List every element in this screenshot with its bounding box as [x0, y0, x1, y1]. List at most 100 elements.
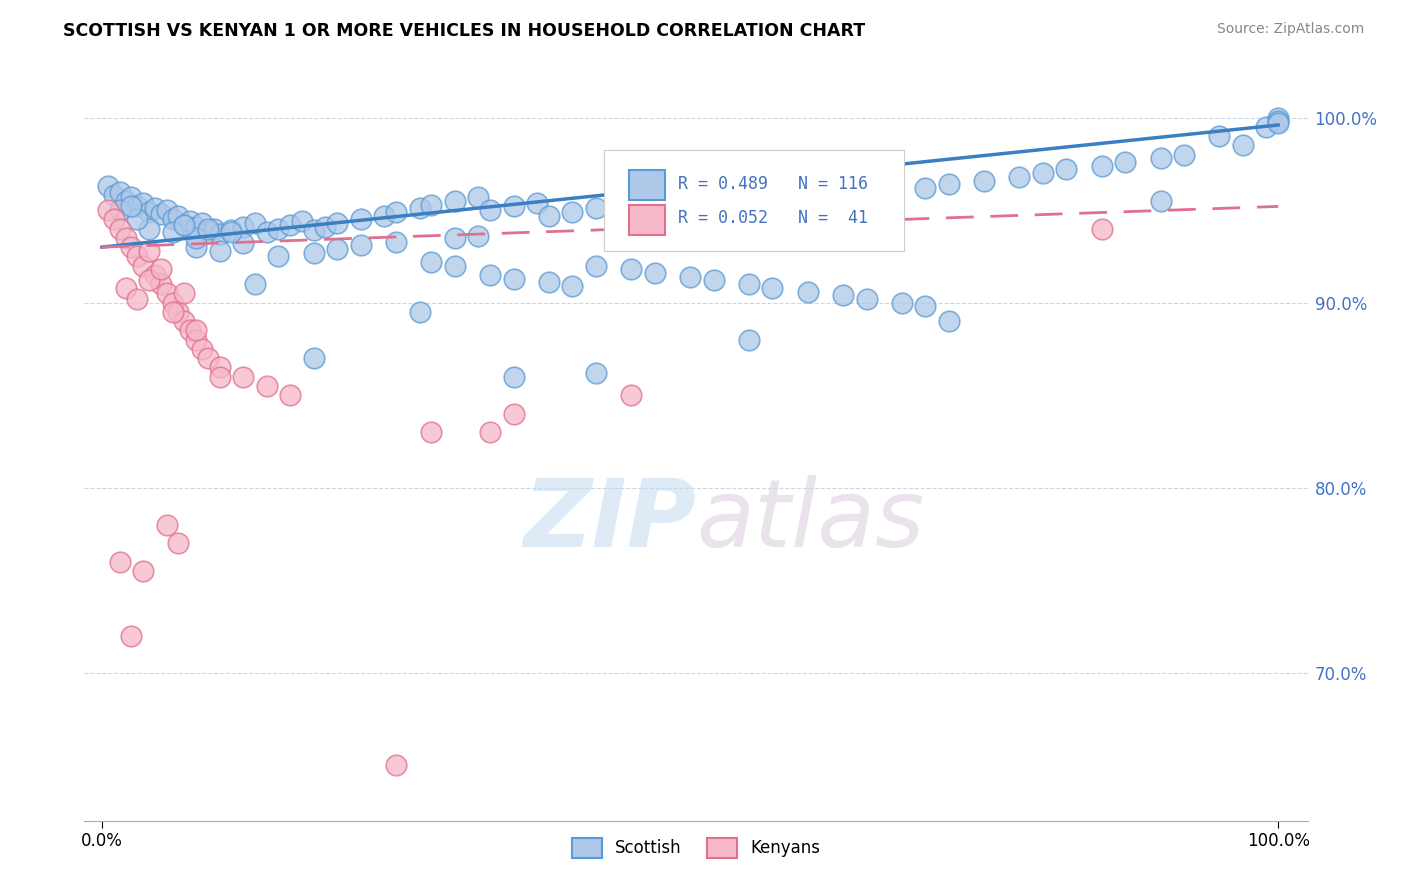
Point [221, 223, 243, 237]
Point [314, 219, 336, 234]
Point [973, 173, 995, 187]
Point [1232, 138, 1254, 153]
Point [120, 190, 142, 204]
Point [890, 295, 912, 310]
Point [120, 199, 142, 213]
Point [167, 209, 190, 223]
Point [738, 179, 761, 194]
Point [420, 197, 443, 211]
Point [703, 183, 725, 197]
Point [855, 292, 877, 306]
Point [796, 171, 818, 186]
Point [167, 305, 190, 319]
Point [97, 179, 120, 194]
Point [1091, 221, 1114, 235]
Point [832, 288, 855, 302]
Point [278, 388, 301, 402]
Point [291, 214, 314, 228]
Point [938, 178, 960, 192]
Point [149, 262, 172, 277]
Point [108, 555, 131, 569]
Point [302, 223, 325, 237]
Point [173, 218, 195, 232]
Point [114, 231, 136, 245]
Point [1208, 129, 1230, 144]
Point [1056, 162, 1078, 177]
Point [420, 425, 443, 439]
Point [127, 212, 149, 227]
Point [537, 209, 560, 223]
FancyBboxPatch shape [628, 205, 665, 235]
Point [326, 242, 349, 256]
Point [197, 221, 219, 235]
Point [561, 205, 583, 219]
Point [796, 285, 818, 299]
Text: SCOTTISH VS KENYAN 1 OR MORE VEHICLES IN HOUSEHOLD CORRELATION CHART: SCOTTISH VS KENYAN 1 OR MORE VEHICLES IN… [63, 22, 866, 40]
Point [585, 201, 607, 215]
Point [127, 249, 149, 263]
Text: atlas: atlas [696, 475, 924, 566]
Point [256, 225, 278, 239]
Point [138, 273, 160, 287]
Point [1091, 159, 1114, 173]
Point [761, 175, 783, 189]
Point [197, 225, 219, 239]
Point [385, 758, 408, 772]
Point [179, 214, 201, 228]
Point [479, 425, 502, 439]
Point [184, 333, 207, 347]
Point [479, 268, 502, 282]
Point [184, 240, 207, 254]
Point [103, 188, 125, 202]
Point [138, 221, 160, 235]
Point [820, 168, 842, 182]
Point [97, 203, 120, 218]
Point [221, 225, 243, 239]
Point [162, 295, 184, 310]
Point [162, 225, 184, 239]
Point [738, 277, 761, 292]
Point [149, 277, 172, 292]
Point [1008, 169, 1031, 184]
Point [408, 201, 430, 215]
Point [703, 273, 725, 287]
Point [267, 249, 290, 263]
Point [585, 259, 607, 273]
Point [267, 221, 290, 235]
Point [502, 407, 524, 421]
Text: R = 0.489   N = 116: R = 0.489 N = 116 [678, 175, 868, 193]
Point [679, 186, 702, 201]
Point [132, 195, 155, 210]
Point [132, 259, 155, 273]
Point [467, 190, 489, 204]
Point [302, 245, 325, 260]
Point [184, 323, 207, 337]
Point [1173, 147, 1195, 161]
FancyBboxPatch shape [605, 150, 904, 252]
Point [326, 216, 349, 230]
Point [243, 216, 266, 230]
Point [162, 212, 184, 227]
Point [108, 203, 131, 218]
Point [243, 277, 266, 292]
Point [385, 235, 408, 249]
Point [114, 194, 136, 208]
Point [156, 286, 179, 301]
Point [103, 212, 125, 227]
Point [350, 238, 373, 252]
Point [526, 195, 548, 210]
Point [1149, 151, 1171, 165]
FancyBboxPatch shape [628, 170, 665, 200]
Point [108, 185, 131, 199]
Point [108, 221, 131, 235]
Point [132, 564, 155, 578]
Point [620, 262, 643, 277]
Point [1267, 114, 1289, 128]
Point [114, 281, 136, 295]
Point [479, 203, 502, 218]
Point [537, 275, 560, 289]
Point [502, 199, 524, 213]
Point [156, 517, 179, 532]
Point [1114, 155, 1136, 169]
Point [149, 207, 172, 221]
